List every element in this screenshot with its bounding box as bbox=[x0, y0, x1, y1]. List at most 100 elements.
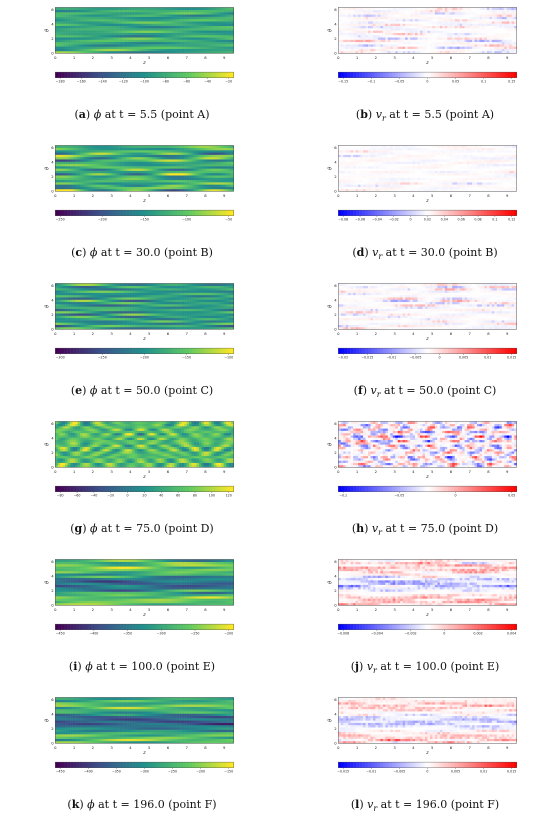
colorbar-tick-label: −200 bbox=[98, 218, 107, 222]
caption-time-text: at t = 30.0 (point B) bbox=[382, 246, 498, 259]
y-tick-label: 6 bbox=[51, 8, 54, 12]
y-tick-label: 2 bbox=[51, 313, 54, 317]
field-heatmap bbox=[55, 559, 234, 606]
y-tick-label: 0 bbox=[334, 466, 337, 470]
x-tick-label: 5 bbox=[148, 470, 151, 474]
x-tick-label: 4 bbox=[412, 332, 415, 336]
x-tick-label: 0 bbox=[337, 746, 340, 750]
x-tick-label: 6 bbox=[450, 608, 453, 612]
colorbar-tick-label: −160 bbox=[77, 80, 86, 84]
panel-caption: (f) vr at t = 50.0 (point C) bbox=[305, 384, 545, 401]
x-tick-label: 8 bbox=[487, 746, 490, 750]
colorbar-tick-label: 0.12 bbox=[508, 218, 515, 222]
colorbar-tick-label: −150 bbox=[140, 218, 149, 222]
x-tick-label: 8 bbox=[204, 746, 207, 750]
caption-letter: (d) bbox=[352, 246, 373, 259]
colorbar-tick-label: 0.15 bbox=[508, 80, 515, 84]
x-tick-label: 6 bbox=[167, 470, 170, 474]
colorbar-tick-label: 0.08 bbox=[474, 218, 481, 222]
y-axis-label: θ bbox=[328, 305, 334, 308]
y-tick-label: 2 bbox=[51, 37, 54, 41]
y-tick-label: 0 bbox=[334, 604, 337, 608]
x-tick-label: 0 bbox=[337, 332, 340, 336]
colorbar-tick-label: 0.1 bbox=[492, 218, 497, 222]
x-tick-label: 6 bbox=[167, 608, 170, 612]
colorbar-tick-label: −140 bbox=[98, 80, 107, 84]
caption-letter: (j) bbox=[350, 660, 367, 673]
colorbar-tick-label: 0 bbox=[443, 632, 445, 636]
x-tick-label: 0 bbox=[337, 194, 340, 198]
y-tick-label: 6 bbox=[51, 422, 54, 426]
caption-symbol: v bbox=[370, 384, 377, 397]
panel-caption: (j) vr at t = 100.0 (point E) bbox=[305, 660, 545, 677]
x-tick-label: 2 bbox=[92, 56, 95, 60]
x-tick-label: 1 bbox=[73, 332, 76, 336]
colorbar-tick-label: −40 bbox=[204, 80, 211, 84]
x-tick-label: 2 bbox=[92, 608, 95, 612]
x-tick-label: 1 bbox=[73, 194, 76, 198]
x-tick-label: 1 bbox=[356, 608, 359, 612]
field-plot-l: 0 2 4 6 θ 0 1 2 3 4 5 6 7 8 9 z −0.015 −0.01 −0.005 0 0.005 0… bbox=[328, 697, 517, 774]
colorbar: −80 −60 −40 −20 0 20 40 60 80 100 120 bbox=[55, 485, 234, 498]
colorbar-tick-label: −350 bbox=[112, 770, 121, 774]
x-tick-label: 9 bbox=[506, 608, 509, 612]
x-tick-label: 9 bbox=[223, 56, 226, 60]
x-tick-label: 2 bbox=[375, 470, 378, 474]
x-tick-label: 1 bbox=[356, 746, 359, 750]
caption-symbol: ϕ bbox=[89, 246, 98, 259]
caption-symbol: ϕ bbox=[87, 798, 95, 811]
field-plot-h: 0 2 4 6 θ 0 1 2 3 4 5 6 7 8 9 z −0.1 −0.05 0 0.05 bbox=[328, 421, 517, 498]
y-tick-label: 2 bbox=[334, 175, 337, 179]
x-tick-label: 7 bbox=[469, 332, 472, 336]
colorbar-tick-label: 0.015 bbox=[507, 770, 516, 774]
colorbar: −0.006 −0.004 −0.002 0 0.002 0.004 bbox=[337, 623, 517, 636]
x-tick-label: 5 bbox=[431, 608, 434, 612]
colorbar-tick-label: −50 bbox=[225, 218, 232, 222]
y-tick-label: 6 bbox=[51, 560, 54, 564]
x-tick-label: 2 bbox=[375, 194, 378, 198]
colorbar-tick-label: −150 bbox=[224, 770, 233, 774]
x-tick-label: 8 bbox=[204, 608, 207, 612]
y-tick-label: 2 bbox=[51, 175, 54, 179]
x-tick-label: 0 bbox=[54, 56, 57, 60]
x-tick-label: 7 bbox=[186, 470, 189, 474]
x-tick-label: 3 bbox=[110, 332, 113, 336]
x-tick-label: 9 bbox=[223, 194, 226, 198]
x-tick-label: 8 bbox=[487, 56, 490, 60]
x-tick-label: 7 bbox=[186, 56, 189, 60]
colorbar-tick-label: −200 bbox=[196, 770, 205, 774]
x-tick-label: 5 bbox=[148, 608, 151, 612]
colorbar-tick-label: 0.06 bbox=[458, 218, 465, 222]
colorbar-tick-label: 40 bbox=[159, 494, 163, 498]
caption-letter: (k) bbox=[67, 798, 88, 811]
caption-time-text: at t = 75.0 (point D) bbox=[97, 522, 214, 535]
x-tick-label: 4 bbox=[129, 608, 132, 612]
x-tick-label: 0 bbox=[337, 608, 340, 612]
caption-subscript: r bbox=[373, 804, 378, 814]
colorbar-tick-label: −300 bbox=[56, 356, 65, 360]
x-tick-label: 5 bbox=[148, 56, 151, 60]
colorbar-tick-label: −0.004 bbox=[371, 632, 383, 636]
caption-symbol: ϕ bbox=[85, 660, 93, 673]
caption-letter: (h) bbox=[351, 522, 372, 535]
field-plot-j: 0 2 4 6 θ 0 1 2 3 4 5 6 7 8 9 z −0.006 −0.004 −0.002 0 0.002… bbox=[328, 559, 517, 636]
colorbar-tick-label: 0.05 bbox=[508, 494, 515, 498]
field-heatmap bbox=[338, 7, 517, 54]
panel-caption: (g) ϕ at t = 75.0 (point D) bbox=[22, 522, 262, 535]
x-tick-label: 2 bbox=[92, 470, 95, 474]
x-tick-label: 1 bbox=[73, 608, 76, 612]
panel-caption: (k) ϕ at t = 196.0 (point F) bbox=[22, 798, 262, 811]
x-tick-label: 2 bbox=[92, 332, 95, 336]
x-axis-label: z bbox=[142, 337, 146, 342]
y-tick-label: 2 bbox=[334, 313, 337, 317]
y-axis-label: θ bbox=[45, 29, 51, 32]
colorbar-tick-label: −250 bbox=[191, 632, 200, 636]
x-tick-label: 5 bbox=[431, 746, 434, 750]
colorbar-tick-label: −150 bbox=[182, 356, 191, 360]
panel-caption: (a) ϕ at t = 5.5 (point A) bbox=[22, 108, 262, 121]
colorbar-tick-label: −0.005 bbox=[393, 770, 405, 774]
y-tick-label: 6 bbox=[334, 560, 337, 564]
x-axis-label: z bbox=[425, 613, 429, 618]
x-tick-label: 9 bbox=[506, 470, 509, 474]
caption-letter: (g) bbox=[70, 522, 91, 535]
